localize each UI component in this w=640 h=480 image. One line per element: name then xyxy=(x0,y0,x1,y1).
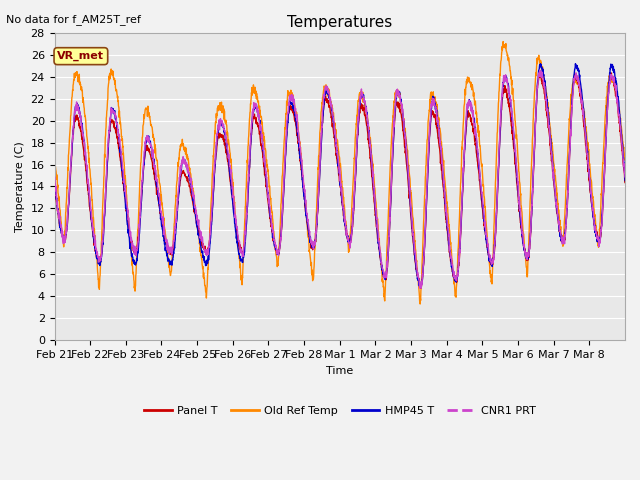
Panel T xyxy=(545,125,552,131)
Old Ref Temp xyxy=(614,96,621,102)
Old Ref Temp xyxy=(416,301,424,307)
Panel T xyxy=(231,212,239,217)
Panel T xyxy=(512,167,520,172)
CNR1 PRT xyxy=(512,154,520,159)
Line: CNR1 PRT: CNR1 PRT xyxy=(54,70,625,288)
Panel T xyxy=(108,120,115,125)
Panel T xyxy=(536,70,543,76)
Panel T xyxy=(417,285,425,291)
HMP45 T xyxy=(621,178,629,183)
X-axis label: Time: Time xyxy=(326,366,353,376)
CNR1 PRT xyxy=(536,67,543,73)
CNR1 PRT xyxy=(374,229,382,235)
Title: Temperatures: Temperatures xyxy=(287,15,392,30)
HMP45 T xyxy=(374,236,382,241)
Y-axis label: Temperature (C): Temperature (C) xyxy=(15,141,25,232)
HMP45 T xyxy=(512,155,520,161)
Panel T xyxy=(614,99,621,105)
HMP45 T xyxy=(572,61,579,67)
CNR1 PRT xyxy=(108,107,115,113)
Panel T xyxy=(621,180,629,185)
Old Ref Temp xyxy=(621,157,629,163)
Panel T xyxy=(374,237,382,243)
HMP45 T xyxy=(614,88,621,94)
CNR1 PRT xyxy=(621,174,629,180)
HMP45 T xyxy=(415,283,423,289)
Old Ref Temp xyxy=(512,127,520,133)
HMP45 T xyxy=(544,110,552,116)
Line: Old Ref Temp: Old Ref Temp xyxy=(54,42,625,304)
Old Ref Temp xyxy=(51,154,58,159)
Old Ref Temp xyxy=(374,223,382,228)
CNR1 PRT xyxy=(545,117,552,122)
Text: No data for f_AM25T_ref: No data for f_AM25T_ref xyxy=(6,14,141,25)
HMP45 T xyxy=(51,180,58,186)
CNR1 PRT xyxy=(417,285,425,291)
Panel T xyxy=(51,181,58,187)
Old Ref Temp xyxy=(231,199,239,205)
Line: Panel T: Panel T xyxy=(54,73,625,288)
CNR1 PRT xyxy=(231,207,239,213)
CNR1 PRT xyxy=(51,174,58,180)
Legend: Panel T, Old Ref Temp, HMP45 T, CNR1 PRT: Panel T, Old Ref Temp, HMP45 T, CNR1 PRT xyxy=(140,401,540,420)
HMP45 T xyxy=(231,220,239,226)
HMP45 T xyxy=(108,105,115,110)
Old Ref Temp xyxy=(545,104,552,110)
Text: VR_met: VR_met xyxy=(58,51,104,61)
Line: HMP45 T: HMP45 T xyxy=(54,64,625,286)
Old Ref Temp xyxy=(499,39,507,45)
CNR1 PRT xyxy=(614,95,621,100)
Old Ref Temp xyxy=(108,70,115,75)
